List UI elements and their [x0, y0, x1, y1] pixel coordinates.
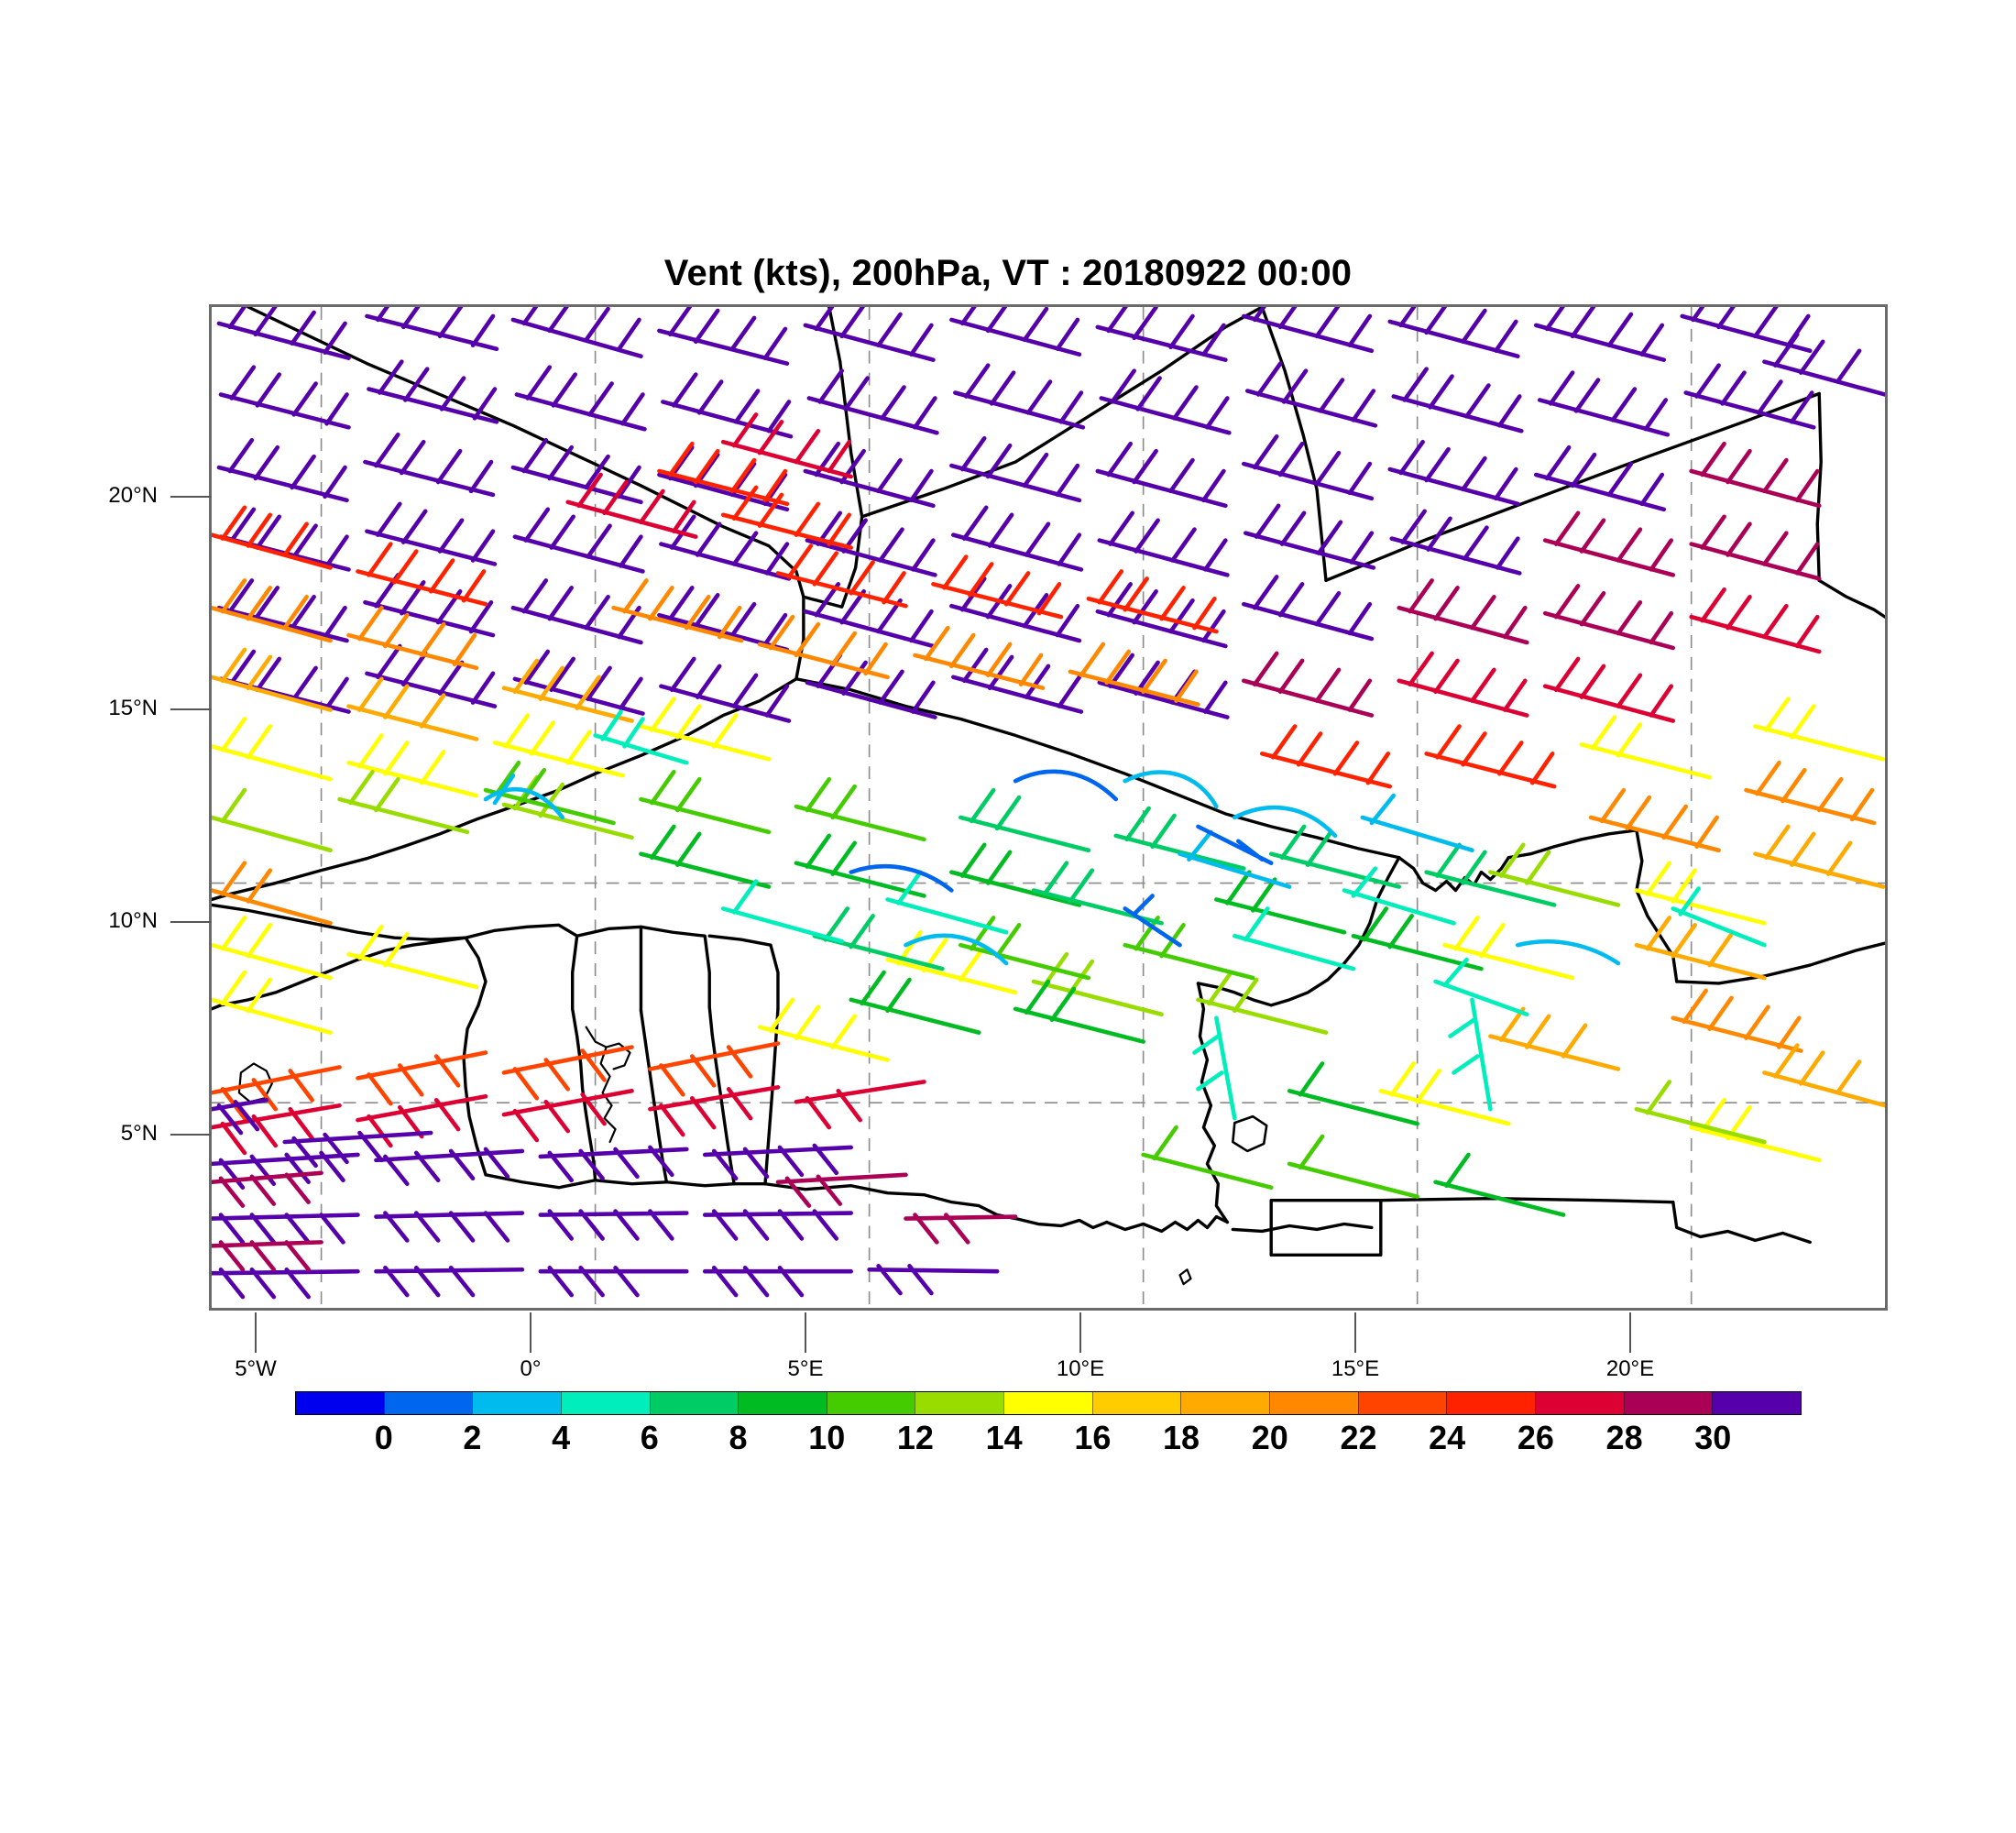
map-plot-area [209, 304, 1888, 1311]
xtick-mark-20E [1629, 1312, 1631, 1353]
colorbar-segment [560, 1392, 650, 1414]
colorbar-label: 2 [463, 1419, 482, 1456]
xtick-mark-15E [1354, 1312, 1356, 1353]
map-svg [212, 307, 1885, 1308]
colorbar-segment [1357, 1392, 1447, 1414]
ytick-mark-20N [170, 496, 211, 498]
colorbar-segment [1003, 1392, 1092, 1414]
colorbar-tick-labels: 0 2 4 6 8 10 12 14 16 18 20 22 24 26 28 30 [295, 1419, 1802, 1461]
colorbar-label: 10 [808, 1419, 846, 1456]
colorbar-label: 12 [896, 1419, 934, 1456]
wind-barb-field [212, 307, 1885, 1300]
ytick-label-20N: 20°N [108, 483, 158, 508]
colorbar-segment [915, 1392, 1004, 1414]
colorbar-segment [1091, 1392, 1181, 1414]
colorbar-label: 28 [1605, 1419, 1643, 1456]
colorbar [295, 1391, 1802, 1415]
xtick-label-5E: 5°E [787, 1356, 824, 1381]
xtick-label-10E: 10°E [1056, 1356, 1105, 1381]
colorbar-segment [1534, 1392, 1624, 1414]
colorbar-label: 14 [985, 1419, 1023, 1456]
ytick-mark-15N [170, 708, 211, 710]
colorbar-label: 18 [1163, 1419, 1200, 1456]
xtick-mark-10E [1079, 1312, 1081, 1353]
xtick-mark-5W [255, 1312, 257, 1353]
colorbar-label: 4 [552, 1419, 571, 1456]
colorbar-segment [649, 1392, 739, 1414]
colorbar-label: 8 [729, 1419, 748, 1456]
colorbar-segment [738, 1392, 827, 1414]
xtick-mark-0 [530, 1312, 531, 1353]
colorbar-segment [1269, 1392, 1358, 1414]
xtick-label-15E: 15°E [1331, 1356, 1380, 1381]
ytick-mark-5N [170, 1134, 211, 1136]
colorbar-segment [383, 1392, 473, 1414]
coastline-and-borders [212, 307, 1885, 1286]
colorbar-segment [472, 1392, 561, 1414]
colorbar-label: 16 [1074, 1419, 1112, 1456]
xtick-mark-5E [805, 1312, 806, 1353]
colorbar-segment [1446, 1392, 1535, 1414]
colorbar-label: 24 [1429, 1419, 1466, 1456]
colorbar-label: 0 [374, 1419, 393, 1456]
colorbar-segment [1623, 1392, 1713, 1414]
colorbar-segment [826, 1392, 915, 1414]
colorbar-segment [1712, 1392, 1801, 1414]
colorbar-label: 22 [1340, 1419, 1377, 1456]
xtick-label-5W: 5°W [235, 1356, 277, 1381]
colorbar-label: 20 [1251, 1419, 1288, 1456]
ytick-label-10N: 10°N [108, 908, 158, 933]
colorbar-label: 6 [640, 1419, 659, 1456]
colorbar-segment [1180, 1392, 1270, 1414]
colorbar-label: 30 [1694, 1419, 1732, 1456]
xtick-label-20E: 20°E [1605, 1356, 1655, 1381]
graticule [212, 307, 1885, 1308]
ytick-label-5N: 5°N [120, 1121, 158, 1146]
xtick-label-0: 0° [520, 1356, 542, 1381]
colorbar-label: 26 [1517, 1419, 1554, 1456]
chart-title: Vent (kts), 200hPa, VT : 20180922 00:00 [663, 253, 1353, 293]
colorbar-segment [296, 1392, 384, 1414]
ytick-mark-10N [170, 921, 211, 923]
ytick-label-15N: 15°N [108, 696, 158, 720]
